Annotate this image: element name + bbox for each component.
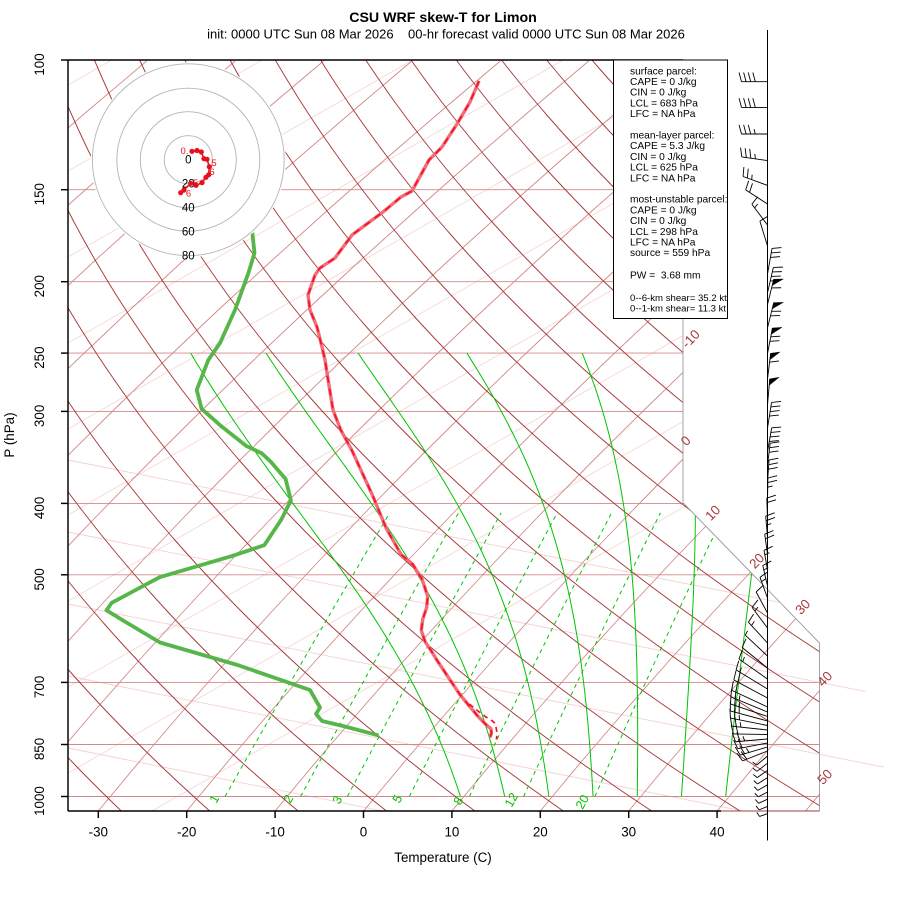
svg-text:200: 200: [32, 275, 47, 297]
svg-text:CIN = 0 J/kg: CIN = 0 J/kg: [630, 216, 687, 227]
svg-text:-20: -20: [177, 825, 196, 840]
svg-text:Temperature (C): Temperature (C): [394, 850, 491, 865]
svg-text:500: 500: [32, 568, 47, 590]
svg-text:mean-layer parcel:: mean-layer parcel:: [630, 131, 714, 142]
svg-text:surface parcel:: surface parcel:: [630, 66, 697, 77]
svg-text:100: 100: [32, 53, 47, 75]
svg-text:150: 150: [32, 183, 47, 205]
svg-text:0: 0: [360, 825, 367, 840]
svg-text:10: 10: [444, 825, 459, 840]
svg-text:850: 850: [32, 738, 47, 760]
svg-text:0--6-km shear= 35.2 kt: 0--6-km shear= 35.2 kt: [630, 293, 727, 304]
svg-text:700: 700: [32, 676, 47, 698]
svg-text:0--1-km shear= 11.3 kt: 0--1-km shear= 11.3 kt: [630, 304, 726, 315]
svg-text:LCL = 625 hPa: LCL = 625 hPa: [630, 163, 698, 174]
svg-text:-10: -10: [265, 825, 284, 840]
svg-text:5: 5: [193, 178, 198, 189]
svg-text:CSU WRF skew-T for Limon: CSU WRF skew-T for Limon: [349, 10, 537, 26]
svg-text:source = 559 hPa: source = 559 hPa: [630, 248, 710, 259]
svg-text:LFC = NA hPa: LFC = NA hPa: [630, 109, 696, 120]
svg-text:CIN = 0 J/kg: CIN = 0 J/kg: [630, 88, 687, 99]
svg-text:init: 0000 UTC Sun 08 Mar 2026: init: 0000 UTC Sun 08 Mar 2026 00-hr for…: [207, 27, 685, 42]
svg-text:30: 30: [621, 825, 636, 840]
svg-text:CAPE = 0 J/kg: CAPE = 0 J/kg: [630, 77, 697, 88]
svg-text:20: 20: [533, 825, 548, 840]
svg-text:300: 300: [32, 405, 47, 427]
svg-text:LFC = NA hPa: LFC = NA hPa: [630, 238, 696, 249]
svg-text:CAPE = 0 J/kg: CAPE = 0 J/kg: [630, 205, 697, 216]
svg-text:6: 6: [209, 167, 214, 178]
svg-text:60: 60: [182, 227, 195, 239]
svg-text:PW = 3.68 mm: PW = 3.68 mm: [630, 271, 700, 282]
svg-text:CIN = 0 J/kg: CIN = 0 J/kg: [630, 152, 687, 163]
svg-text:1000: 1000: [32, 786, 47, 816]
svg-text:-30: -30: [89, 825, 108, 840]
svg-text:P (hPa): P (hPa): [2, 412, 17, 457]
svg-text:400: 400: [32, 497, 47, 519]
svg-text:6: 6: [186, 189, 191, 200]
svg-text:80: 80: [182, 251, 195, 263]
svg-text:40: 40: [182, 203, 195, 215]
svg-text:CAPE = 5.3 J/kg: CAPE = 5.3 J/kg: [630, 141, 705, 152]
svg-text:250: 250: [32, 346, 47, 368]
svg-text:most-unstable parcel:: most-unstable parcel:: [630, 195, 727, 206]
svg-text:LFC = NA hPa: LFC = NA hPa: [630, 173, 696, 184]
svg-text:LCL = 298 hPa: LCL = 298 hPa: [630, 227, 698, 238]
svg-text:0.: 0.: [181, 146, 189, 157]
svg-text:LCL = 683 hPa: LCL = 683 hPa: [630, 98, 698, 109]
svg-text:40: 40: [710, 825, 725, 840]
